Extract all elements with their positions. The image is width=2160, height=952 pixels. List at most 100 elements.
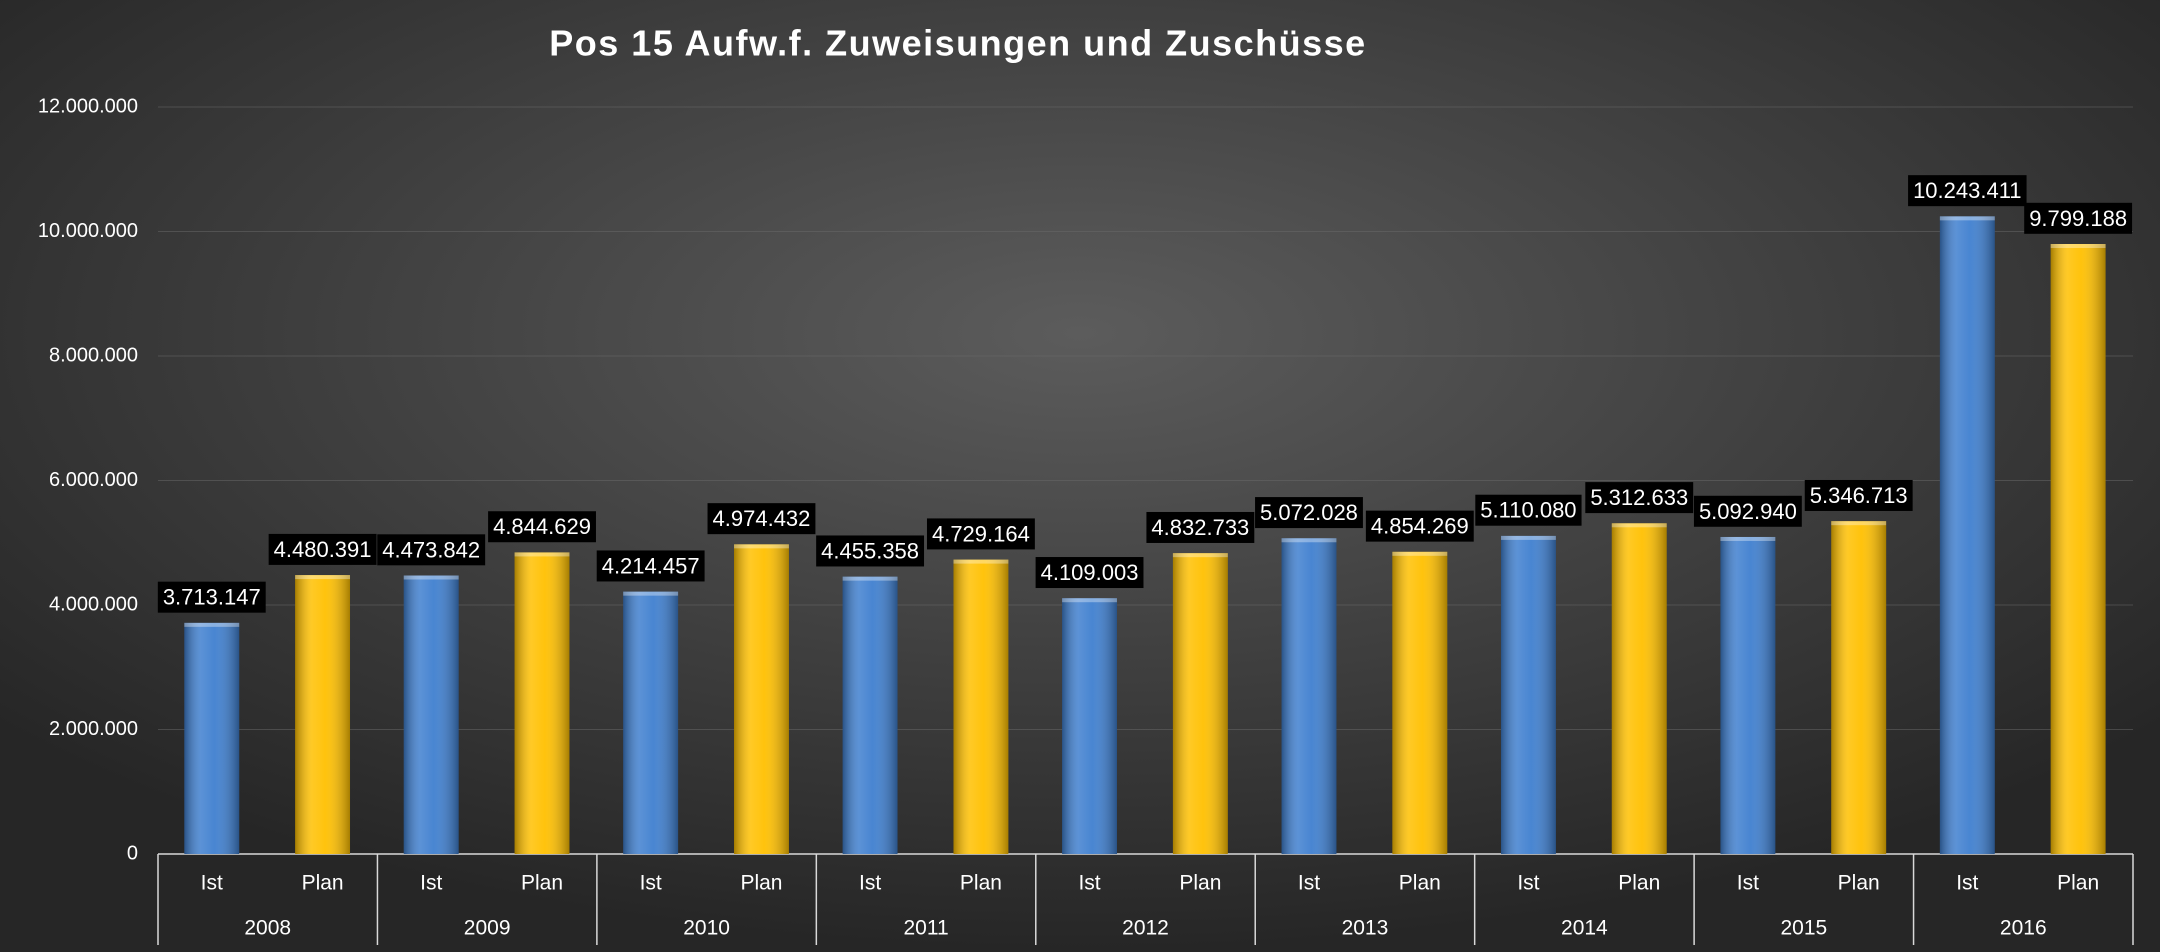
data-label-box bbox=[816, 535, 925, 567]
data-label-box bbox=[1804, 479, 1913, 511]
bar-shade bbox=[2050, 244, 2106, 854]
x-group-label: 2014 bbox=[1561, 917, 1608, 940]
x-group-label: 2015 bbox=[1780, 917, 1827, 940]
x-tick-label: Ist bbox=[201, 872, 223, 895]
data-label-box bbox=[2024, 202, 2133, 234]
bar-shade bbox=[184, 622, 240, 854]
data-label-box bbox=[596, 550, 705, 582]
bar-shade bbox=[1720, 536, 1776, 854]
bar-shade bbox=[1062, 598, 1117, 854]
x-tick-label: Plan bbox=[1838, 872, 1880, 895]
y-tick-label: 0 bbox=[127, 842, 138, 864]
x-tick-label: Ist bbox=[1956, 872, 1978, 895]
data-label-box bbox=[926, 518, 1035, 550]
data-label: 5.312.633 bbox=[1590, 485, 1688, 510]
data-label: 4.832.733 bbox=[1151, 515, 1249, 540]
x-tick-label: Plan bbox=[2057, 872, 2099, 895]
data-label: 4.974.432 bbox=[713, 506, 811, 531]
x-tick-label: Plan bbox=[1618, 872, 1660, 895]
bar-top bbox=[1831, 521, 1887, 526]
bar-shade bbox=[734, 544, 789, 854]
y-tick-label: 12.000.000 bbox=[38, 95, 138, 117]
bar-top bbox=[514, 552, 570, 557]
x-tick-label: Plan bbox=[1399, 872, 1441, 895]
y-tick-label: 8.000.000 bbox=[49, 344, 138, 366]
x-tick-label: Ist bbox=[640, 872, 662, 895]
x-tick-label: Plan bbox=[960, 872, 1002, 895]
data-label-box bbox=[1475, 494, 1582, 526]
data-label: 5.072.028 bbox=[1260, 500, 1358, 525]
bar-top bbox=[1062, 598, 1117, 603]
y-tick-label: 10.000.000 bbox=[38, 220, 138, 242]
x-tick-label: Plan bbox=[740, 872, 782, 895]
bar-top bbox=[953, 559, 1009, 564]
x-tick-label: Plan bbox=[1179, 872, 1221, 895]
bar-shade bbox=[1611, 523, 1667, 854]
x-tick-label: Plan bbox=[521, 872, 563, 895]
bar-top bbox=[734, 544, 789, 549]
data-label-box bbox=[1908, 175, 2027, 207]
bar-top bbox=[1392, 551, 1448, 556]
x-group-label: 2016 bbox=[2000, 917, 2047, 940]
bar-top bbox=[1611, 523, 1667, 528]
bar-shade bbox=[623, 591, 679, 854]
x-tick-label: Ist bbox=[1517, 872, 1539, 895]
bar-top bbox=[1172, 553, 1228, 558]
bar-top bbox=[1501, 535, 1556, 540]
bar-shade bbox=[1939, 216, 1995, 855]
bar-top bbox=[295, 575, 351, 580]
bar-top bbox=[2050, 244, 2106, 249]
bar-top bbox=[184, 622, 240, 627]
data-label-box bbox=[268, 533, 377, 565]
bar-shade bbox=[1392, 551, 1448, 854]
data-label: 10.243.411 bbox=[1913, 178, 2021, 203]
x-group-label: 2011 bbox=[903, 917, 948, 940]
data-label-box bbox=[1365, 510, 1474, 542]
data-label-box bbox=[707, 503, 816, 535]
data-label: 4.729.164 bbox=[932, 521, 1030, 546]
data-label-box bbox=[488, 511, 596, 543]
data-label: 3.713.147 bbox=[163, 585, 261, 610]
bar-shade bbox=[842, 576, 898, 854]
y-tick-label: 2.000.000 bbox=[49, 718, 138, 740]
data-label: 4.109.003 bbox=[1041, 560, 1139, 585]
x-tick-label: Ist bbox=[859, 872, 881, 895]
bar-top bbox=[1939, 216, 1995, 221]
data-label-box bbox=[1255, 497, 1363, 529]
data-label: 4.854.269 bbox=[1371, 514, 1469, 539]
bar-top bbox=[1720, 536, 1776, 541]
bar-top bbox=[623, 591, 679, 596]
bar-top bbox=[1281, 538, 1337, 543]
bar-shade bbox=[953, 559, 1009, 854]
data-label: 4.480.391 bbox=[274, 537, 372, 562]
data-label-box bbox=[1585, 482, 1694, 514]
bar-shade bbox=[1831, 521, 1887, 854]
data-label: 4.473.842 bbox=[382, 537, 480, 562]
bar-shade bbox=[1281, 538, 1337, 854]
bar-top bbox=[403, 575, 459, 580]
x-tick-label: Ist bbox=[1078, 872, 1100, 895]
x-group-label: 2010 bbox=[683, 917, 730, 940]
chart-title: Pos 15 Aufw.f. Zuweisungen und Zuschüsse bbox=[549, 23, 1366, 64]
data-label-box bbox=[1693, 495, 1802, 527]
data-label: 5.092.940 bbox=[1699, 499, 1797, 524]
y-tick-label: 6.000.000 bbox=[49, 469, 138, 491]
bar-shade bbox=[1501, 535, 1556, 854]
data-label: 4.844.629 bbox=[493, 514, 591, 539]
y-tick-label: 4.000.000 bbox=[49, 593, 138, 615]
x-group-label: 2008 bbox=[244, 917, 291, 940]
bar-shade bbox=[295, 575, 351, 854]
data-label-box bbox=[157, 581, 266, 613]
data-label: 5.110.080 bbox=[1480, 498, 1576, 523]
x-tick-label: Ist bbox=[420, 872, 442, 895]
bar-shade bbox=[1172, 553, 1228, 854]
data-label-box bbox=[1035, 557, 1144, 589]
data-label: 4.455.358 bbox=[821, 538, 919, 563]
bar-top bbox=[842, 576, 898, 581]
bar-shade bbox=[403, 575, 459, 854]
data-label-box bbox=[377, 534, 486, 566]
x-tick-label: Ist bbox=[1737, 872, 1759, 895]
x-tick-label: Ist bbox=[1298, 872, 1320, 895]
